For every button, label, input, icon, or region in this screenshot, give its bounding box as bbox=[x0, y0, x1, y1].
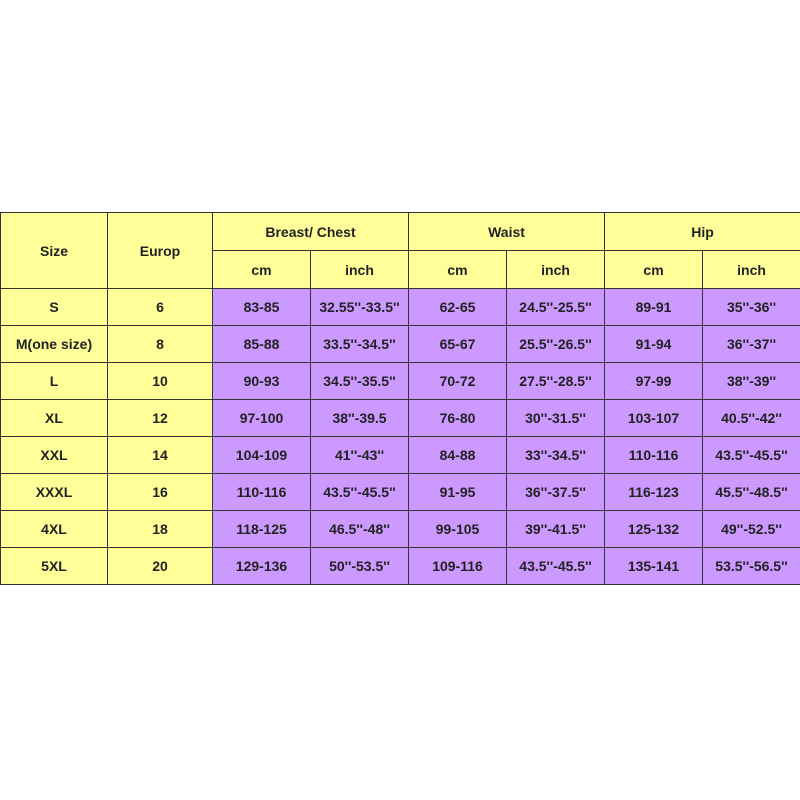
cell-breast-cm: 83-85 bbox=[212, 288, 311, 326]
cell-waist-inch: 27.5''-28.5'' bbox=[506, 362, 606, 400]
cell-breast-inch: 46.5''-48'' bbox=[309, 510, 410, 548]
header-unit-inch: inch bbox=[309, 250, 410, 289]
cell-europ: 6 bbox=[107, 288, 213, 326]
header-unit-cm: cm bbox=[408, 250, 508, 289]
cell-size: M(one size) bbox=[0, 325, 108, 363]
cell-hip-cm: 103-107 bbox=[604, 399, 704, 437]
cell-waist-cm: 65-67 bbox=[408, 325, 508, 363]
cell-breast-inch: 33.5''-34.5'' bbox=[309, 325, 410, 363]
cell-breast-cm: 118-125 bbox=[212, 510, 311, 548]
header-row-units: cm inch cm inch cm inch bbox=[1, 250, 800, 289]
cell-waist-inch: 39''-41.5'' bbox=[506, 510, 606, 548]
cell-waist-cm: 70-72 bbox=[408, 362, 508, 400]
cell-hip-inch: 53.5''-56.5'' bbox=[702, 547, 800, 585]
cell-europ: 16 bbox=[107, 473, 213, 511]
cell-europ: 10 bbox=[107, 362, 213, 400]
cell-europ: 18 bbox=[107, 510, 213, 548]
cell-waist-cm: 76-80 bbox=[408, 399, 508, 437]
header-row-groups: Size Europ Breast/ Chest Waist Hip bbox=[0, 212, 800, 289]
cell-breast-inch: 34.5''-35.5'' bbox=[309, 362, 410, 400]
cell-hip-inch: 43.5''-45.5'' bbox=[702, 436, 800, 474]
cell-europ: 20 bbox=[107, 547, 213, 585]
cell-hip-cm: 110-116 bbox=[604, 436, 704, 474]
cell-breast-cm: 90-93 bbox=[212, 362, 311, 400]
cell-breast-cm: 85-88 bbox=[212, 325, 311, 363]
cell-waist-inch: 25.5''-26.5'' bbox=[506, 325, 606, 363]
header-unit-inch: inch bbox=[702, 250, 800, 289]
cell-size: S bbox=[0, 288, 108, 326]
cell-waist-cm: 84-88 bbox=[408, 436, 508, 474]
cell-waist-inch: 30''-31.5'' bbox=[506, 399, 606, 437]
cell-breast-inch: 38''-39.5 bbox=[309, 399, 410, 437]
header-europ: Europ bbox=[107, 212, 213, 289]
cell-hip-inch: 49''-52.5'' bbox=[702, 510, 800, 548]
cell-breast-cm: 110-116 bbox=[212, 473, 311, 511]
cell-breast-cm: 129-136 bbox=[212, 547, 311, 585]
cell-size: 4XL bbox=[0, 510, 108, 548]
cell-hip-cm: 97-99 bbox=[604, 362, 704, 400]
cell-europ: 14 bbox=[107, 436, 213, 474]
cell-hip-cm: 125-132 bbox=[604, 510, 704, 548]
cell-size: XXXL bbox=[0, 473, 108, 511]
cell-breast-inch: 43.5''-45.5'' bbox=[309, 473, 410, 511]
size-chart-table: Size Europ Breast/ Chest Waist Hip cm in… bbox=[0, 212, 800, 585]
table-row: 5XL 20 129-136 50''-53.5'' 109-116 43.5''-45.… bbox=[0, 547, 800, 585]
cell-waist-cm: 109-116 bbox=[408, 547, 508, 585]
cell-hip-cm: 89-91 bbox=[604, 288, 704, 326]
cell-waist-inch: 33''-34.5'' bbox=[506, 436, 606, 474]
cell-hip-cm: 135-141 bbox=[604, 547, 704, 585]
cell-breast-inch: 41''-43'' bbox=[309, 436, 410, 474]
cell-size: XL bbox=[0, 399, 108, 437]
cell-waist-inch: 43.5''-45.5'' bbox=[506, 547, 606, 585]
cell-waist-inch: 24.5''-25.5'' bbox=[506, 288, 606, 326]
cell-europ: 12 bbox=[107, 399, 213, 437]
cell-hip-inch: 35''-36'' bbox=[702, 288, 800, 326]
header-size: Size bbox=[0, 212, 108, 289]
cell-hip-inch: 45.5''-48.5'' bbox=[702, 473, 800, 511]
cell-waist-cm: 91-95 bbox=[408, 473, 508, 511]
cell-waist-cm: 99-105 bbox=[408, 510, 508, 548]
table-row: 4XL 18 118-125 46.5''-48'' 99-105 39''-41.5''… bbox=[0, 510, 800, 548]
cell-europ: 8 bbox=[107, 325, 213, 363]
cell-hip-inch: 36''-37'' bbox=[702, 325, 800, 363]
header-waist: Waist bbox=[408, 212, 606, 251]
table-row: S 6 83-85 32.55''-33.5'' 62-65 24.5''-25.5'' 8… bbox=[0, 288, 800, 326]
cell-size: XXL bbox=[0, 436, 108, 474]
table-row: XL 12 97-100 38''-39.5 76-80 30''-31.5'' 103-1… bbox=[0, 399, 800, 437]
cell-breast-inch: 32.55''-33.5'' bbox=[309, 288, 410, 326]
cell-hip-inch: 40.5''-42'' bbox=[702, 399, 800, 437]
header-unit-cm: cm bbox=[604, 250, 704, 289]
cell-hip-cm: 91-94 bbox=[604, 325, 704, 363]
table-row: M(one size) 8 85-88 33.5''-34.5'' 65-67 25.5'… bbox=[0, 325, 800, 363]
cell-hip-inch: 38''-39'' bbox=[702, 362, 800, 400]
header-breast-chest: Breast/ Chest bbox=[211, 212, 410, 251]
cell-breast-cm: 97-100 bbox=[212, 399, 311, 437]
cell-hip-cm: 116-123 bbox=[604, 473, 704, 511]
cell-size: L bbox=[0, 362, 108, 400]
table-row: XXL 14 104-109 41''-43'' 84-88 33''-34.5'' 110… bbox=[0, 436, 800, 474]
cell-waist-cm: 62-65 bbox=[408, 288, 508, 326]
cell-breast-inch: 50''-53.5'' bbox=[309, 547, 410, 585]
cell-breast-cm: 104-109 bbox=[212, 436, 311, 474]
table-row: XXXL 16 110-116 43.5''-45.5'' 91-95 36''-37.5… bbox=[0, 473, 800, 511]
header-hip: Hip bbox=[604, 212, 800, 251]
header-unit-cm: cm bbox=[212, 250, 311, 289]
cell-waist-inch: 36''-37.5'' bbox=[506, 473, 606, 511]
table-row: L 10 90-93 34.5''-35.5'' 70-72 27.5''-28.5'' 9… bbox=[0, 362, 800, 400]
header-unit-inch: inch bbox=[506, 250, 606, 289]
cell-size: 5XL bbox=[0, 547, 108, 585]
